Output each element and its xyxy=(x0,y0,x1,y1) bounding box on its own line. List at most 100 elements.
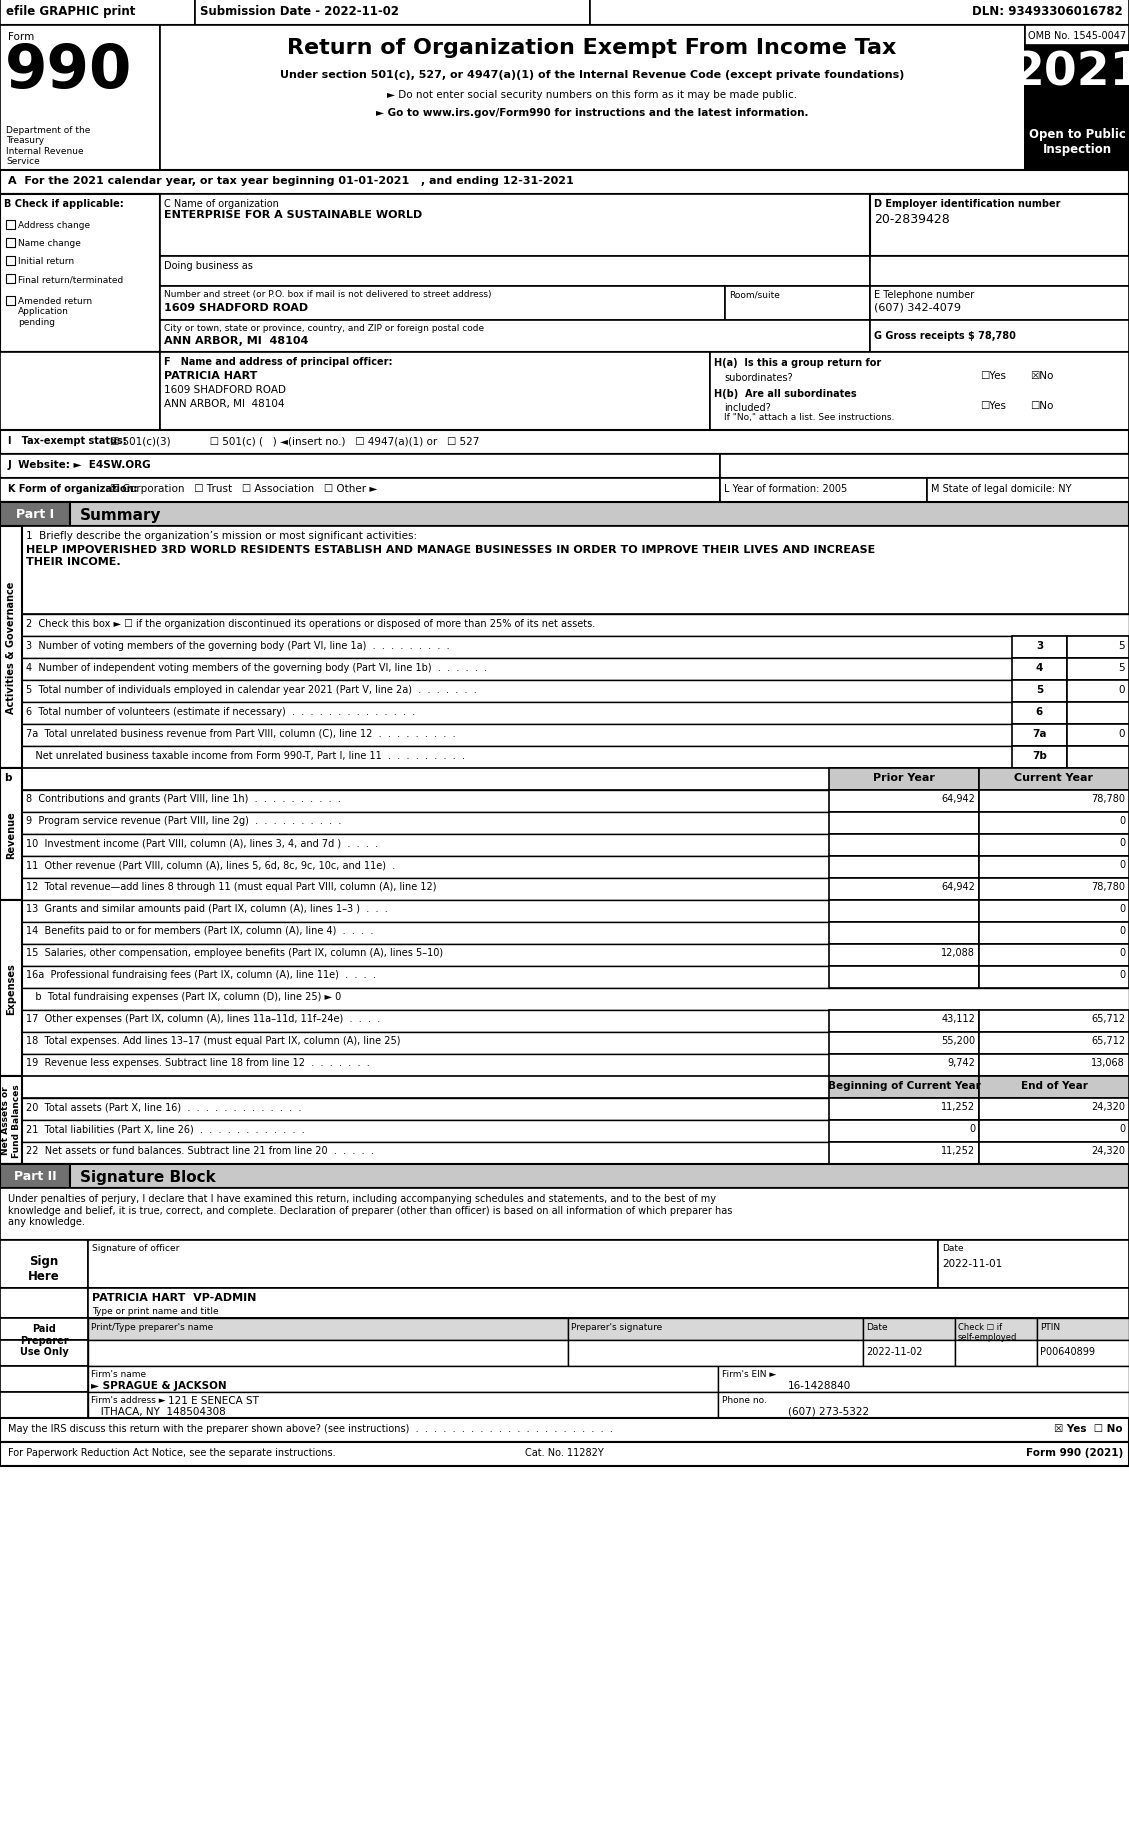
Text: 20  Total assets (Part X, line 16)  .  .  .  .  .  .  .  .  .  .  .  .  .: 20 Total assets (Part X, line 16) . . . … xyxy=(26,1102,301,1111)
Text: ► Go to www.irs.gov/Form990 for instructions and the latest information.: ► Go to www.irs.gov/Form990 for instruct… xyxy=(376,108,808,117)
Bar xyxy=(0,1318,88,1340)
Text: 17  Other expenses (Part IX, column (A), lines 11a–11d, 11f–24e)  .  .  .  .: 17 Other expenses (Part IX, column (A), … xyxy=(26,1014,380,1023)
Bar xyxy=(1025,46,1129,124)
Text: Under penalties of perjury, I declare that I have examined this return, includin: Under penalties of perjury, I declare th… xyxy=(8,1193,733,1226)
Bar xyxy=(0,527,21,769)
Bar xyxy=(979,834,1129,856)
Bar xyxy=(88,1367,718,1393)
Bar xyxy=(195,0,590,26)
Bar xyxy=(1012,637,1067,659)
Bar xyxy=(829,1054,979,1076)
Bar xyxy=(0,1241,1129,1288)
Text: Current Year: Current Year xyxy=(1015,772,1094,783)
Bar xyxy=(829,944,979,966)
Text: J  Website: ►  E4SW.ORG: J Website: ► E4SW.ORG xyxy=(8,459,151,470)
Bar xyxy=(1012,659,1067,681)
Bar xyxy=(0,1393,88,1418)
Bar xyxy=(0,1288,1129,1318)
Bar xyxy=(979,1010,1129,1032)
Text: Firm's EIN ►: Firm's EIN ► xyxy=(723,1369,777,1378)
Text: Open to Public
Inspection: Open to Public Inspection xyxy=(1029,128,1126,156)
Text: efile GRAPHIC print: efile GRAPHIC print xyxy=(6,5,135,18)
Text: 9  Program service revenue (Part VIII, line 2g)  .  .  .  .  .  .  .  .  .  .: 9 Program service revenue (Part VIII, li… xyxy=(26,816,341,825)
Text: Firm's name: Firm's name xyxy=(91,1369,146,1378)
Bar xyxy=(0,353,160,430)
Text: 15  Salaries, other compensation, employee benefits (Part IX, column (A), lines : 15 Salaries, other compensation, employe… xyxy=(26,948,443,957)
Text: A  For the 2021 calendar year, or tax year beginning 01-01-2021   , and ending 1: A For the 2021 calendar year, or tax yea… xyxy=(8,176,574,187)
Text: H(b)  Are all subordinates: H(b) Are all subordinates xyxy=(714,388,857,399)
Text: 0: 0 xyxy=(969,1124,975,1133)
Bar xyxy=(0,791,1129,813)
Bar xyxy=(0,834,1129,856)
Text: ☒ Yes  ☐ No: ☒ Yes ☐ No xyxy=(1054,1424,1123,1433)
Bar xyxy=(979,1098,1129,1120)
Bar xyxy=(0,1340,88,1367)
Bar xyxy=(0,479,1129,503)
Text: 12  Total revenue—add lines 8 through 11 (must equal Part VIII, column (A), line: 12 Total revenue—add lines 8 through 11 … xyxy=(26,882,437,891)
Bar xyxy=(829,1142,979,1164)
Text: 0: 0 xyxy=(1119,684,1124,695)
Bar xyxy=(88,1318,568,1340)
Text: b: b xyxy=(5,772,11,783)
Text: subordinates?: subordinates? xyxy=(724,373,793,382)
Text: 8  Contributions and grants (Part VIII, line 1h)  .  .  .  .  .  .  .  .  .  .: 8 Contributions and grants (Part VIII, l… xyxy=(26,794,341,803)
Text: Number and street (or P.O. box if mail is not delivered to street address): Number and street (or P.O. box if mail i… xyxy=(164,289,491,298)
Text: P00640899: P00640899 xyxy=(1040,1347,1095,1356)
Text: Room/suite: Room/suite xyxy=(729,289,780,298)
Bar xyxy=(979,791,1129,813)
Bar xyxy=(0,430,1129,454)
Text: 13,068: 13,068 xyxy=(1092,1058,1124,1067)
Bar xyxy=(0,1076,1129,1098)
Bar xyxy=(979,944,1129,966)
Text: ☒ Corporation   ☐ Trust   ☐ Association   ☐ Other ►: ☒ Corporation ☐ Trust ☐ Association ☐ Ot… xyxy=(110,483,377,494)
Text: Under section 501(c), 527, or 4947(a)(1) of the Internal Revenue Code (except pr: Under section 501(c), 527, or 4947(a)(1)… xyxy=(280,70,904,81)
Bar xyxy=(829,966,979,988)
Text: 2022-11-02: 2022-11-02 xyxy=(866,1347,922,1356)
Bar xyxy=(979,878,1129,900)
Text: May the IRS discuss this return with the preparer shown above? (see instructions: May the IRS discuss this return with the… xyxy=(8,1424,613,1433)
Bar xyxy=(720,479,927,503)
Bar xyxy=(0,615,1129,637)
Text: Paid
Preparer
Use Only: Paid Preparer Use Only xyxy=(19,1323,69,1356)
Text: ANN ARBOR, MI  48104: ANN ARBOR, MI 48104 xyxy=(164,337,308,346)
Bar xyxy=(829,1120,979,1142)
Text: 0: 0 xyxy=(1119,860,1124,869)
Bar xyxy=(927,479,1129,503)
Bar xyxy=(829,813,979,834)
Text: 3  Number of voting members of the governing body (Part VI, line 1a)  .  .  .  .: 3 Number of voting members of the govern… xyxy=(26,640,449,651)
Text: 2022-11-01: 2022-11-01 xyxy=(942,1259,1003,1268)
Text: 5  Total number of individuals employed in calendar year 2021 (Part V, line 2a) : 5 Total number of individuals employed i… xyxy=(26,684,476,695)
Text: PATRICIA HART: PATRICIA HART xyxy=(164,371,257,381)
Bar xyxy=(0,1188,1129,1241)
Text: 2021: 2021 xyxy=(1012,49,1129,95)
Text: 24,320: 24,320 xyxy=(1091,1146,1124,1155)
Bar xyxy=(955,1318,1038,1340)
Bar xyxy=(0,681,1129,703)
Bar xyxy=(0,1054,1129,1076)
Text: F   Name and address of principal officer:: F Name and address of principal officer: xyxy=(164,357,393,366)
Text: Submission Date - 2022-11-02: Submission Date - 2022-11-02 xyxy=(200,5,399,18)
Text: 55,200: 55,200 xyxy=(940,1036,975,1045)
Text: 0: 0 xyxy=(1119,948,1124,957)
Bar xyxy=(1025,26,1129,170)
Text: ENTERPRISE FOR A SUSTAINABLE WORLD: ENTERPRISE FOR A SUSTAINABLE WORLD xyxy=(164,210,422,220)
Bar xyxy=(979,1120,1129,1142)
Text: B Check if applicable:: B Check if applicable: xyxy=(5,199,124,209)
Text: Part II: Part II xyxy=(14,1169,56,1182)
Bar xyxy=(0,747,1129,769)
Bar xyxy=(0,900,21,1076)
Bar xyxy=(0,988,1129,1010)
Bar xyxy=(1025,124,1129,170)
Text: Revenue: Revenue xyxy=(6,811,16,858)
Bar xyxy=(979,1076,1129,1098)
Bar xyxy=(0,454,1129,479)
Bar xyxy=(0,0,1129,26)
Text: 21  Total liabilities (Part X, line 26)  .  .  .  .  .  .  .  .  .  .  .  .: 21 Total liabilities (Part X, line 26) .… xyxy=(26,1124,305,1133)
Bar xyxy=(829,1010,979,1032)
Bar xyxy=(6,296,15,306)
Bar xyxy=(829,900,979,922)
Text: 6: 6 xyxy=(1036,706,1043,717)
Text: Form 990 (2021): Form 990 (2021) xyxy=(1026,1448,1123,1457)
Bar xyxy=(979,1032,1129,1054)
Bar xyxy=(1067,681,1129,703)
